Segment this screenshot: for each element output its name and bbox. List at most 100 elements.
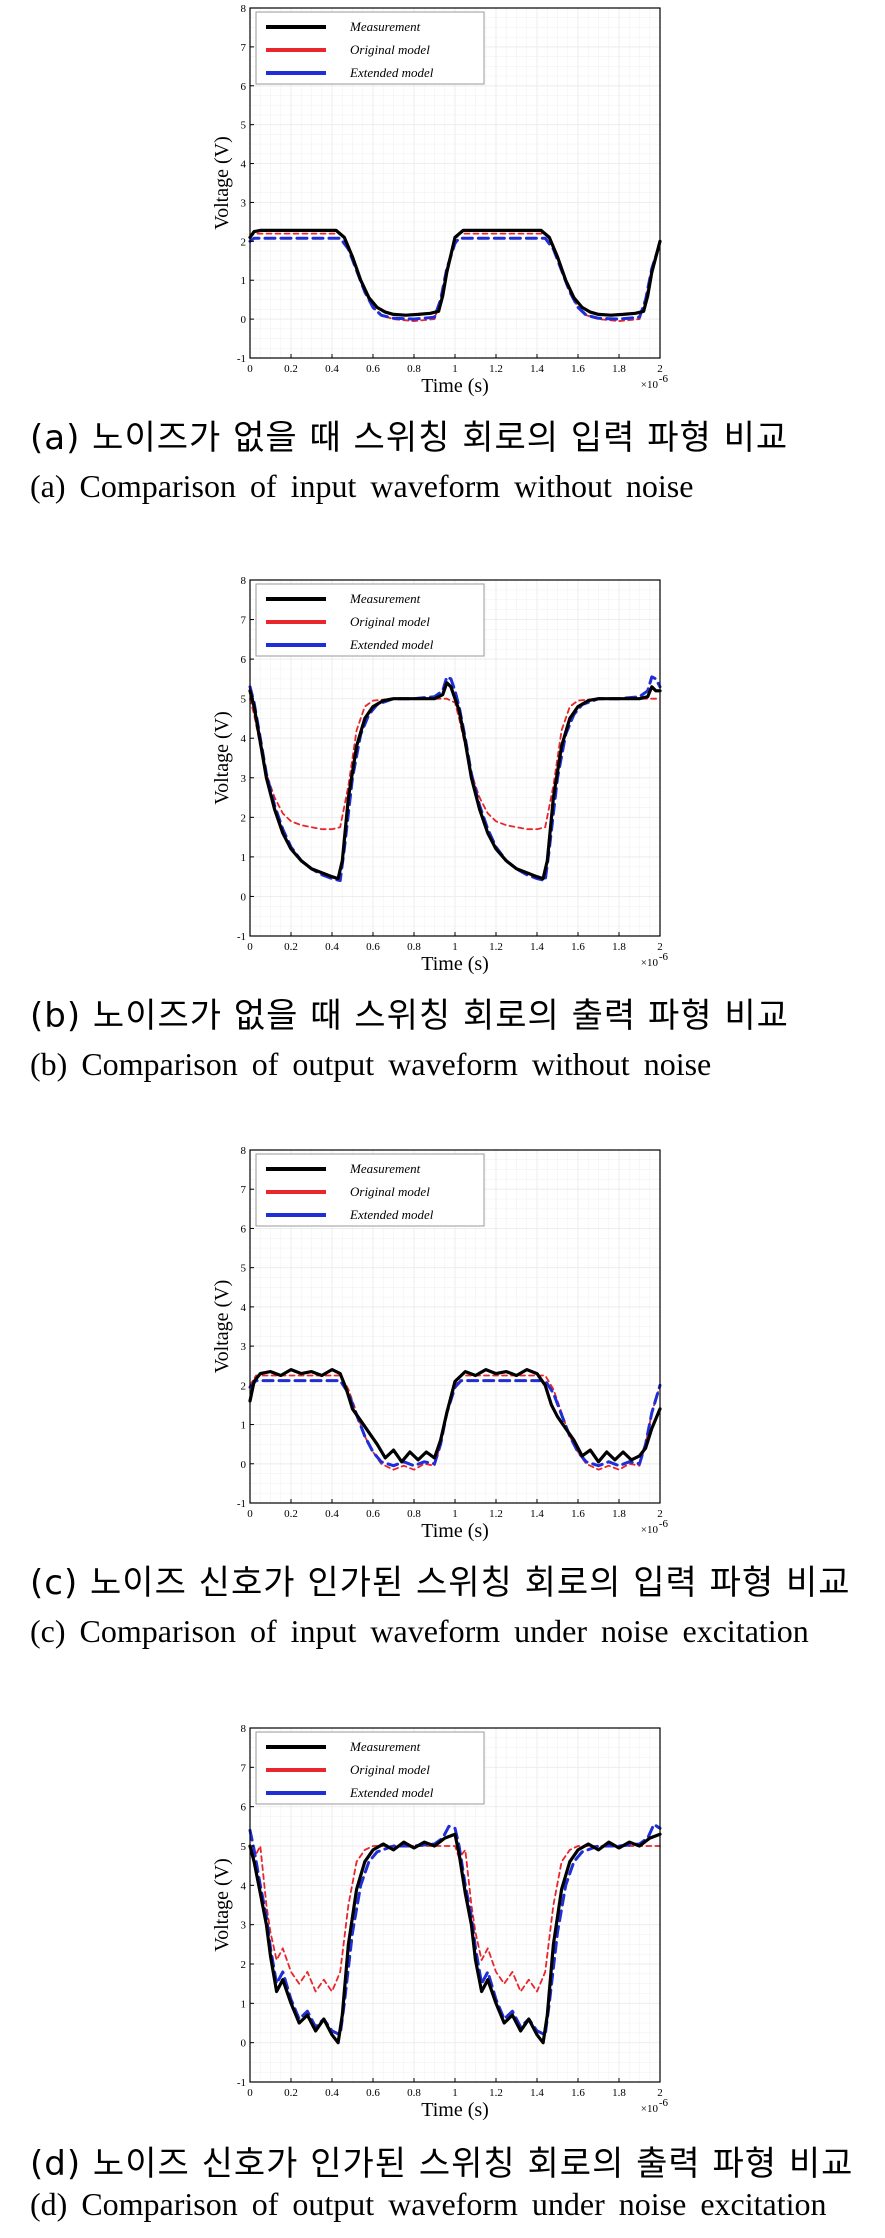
y-axis-label: Voltage (V) [211,1280,233,1374]
caption-korean-d: (d) 노이즈 신호가 인가된 스위칭 회로의 출력 파형 비교 [30,2144,854,2184]
y-tick-label: 0 [241,891,247,903]
y-tick-label: 7 [241,42,247,54]
chart-a: 0 0.2 0.4 0.6 0.8 1 1.2 1.4 1.6 1.8 2-1012345678×1… [211,3,669,397]
y-tick-label: 0 [241,2038,247,2050]
series-line-measurement [248,1368,662,1464]
x-axis-multiplier: ×10 [641,2103,659,2115]
y-tick-label: 6 [241,1223,247,1235]
figure-panel-a: 0 0.2 0.4 0.6 0.8 1 1.2 1.4 1.6 1.8 2 -1 0 1 2 3 4 5 6 7 8 ×1… [0,0,885,504]
x-tick-label: 1.2 [489,2087,503,2099]
caption-english-c: (c) Comparison of input waveform under n… [30,1613,809,1649]
legend-label: Measurement [349,19,421,34]
x-tick-label: 1 [452,363,458,375]
x-tick-label: 0.6 [366,363,380,375]
chart-d: 0 0.2 0.4 0.6 0.8 1 1.2 1.4 1.6 1.8 2-1012345678×1… [211,1723,668,2121]
caption-korean-a: (a) 노이즈가 없을 때 스위칭 회로의 입력 파형 비교 [30,418,789,458]
x-tick-label: 0 [247,363,253,375]
legend-label: Original model [350,614,430,629]
y-tick-label: 7 [241,1762,247,1774]
y-tick-label: 8 [241,3,247,15]
y-tick-label: 5 [241,1841,247,1853]
y-axis-label: Voltage (V) [211,136,233,230]
y-tick-label: 4 [241,1880,247,1892]
x-axis-multiplier-exponent: -6 [659,1518,669,1530]
x-tick-label: 1 [452,2087,458,2099]
x-axis-label: Time (s) [421,375,489,397]
series-line-original-model [249,1845,661,1993]
x-tick-label: 0 [247,2087,253,2099]
y-tick-label: 3 [241,1920,247,1932]
x-tick-label: 0.6 [366,1508,380,1520]
y-tick-label: -1 [237,931,246,943]
x-axis-multiplier: ×10 [641,1524,659,1536]
series-line-measurement [248,1832,662,2045]
legend-label: Measurement [349,1739,421,1754]
y-tick-label: 5 [241,1263,247,1275]
x-tick-label: 0.4 [325,941,339,953]
y-tick-label: 4 [241,1302,247,1314]
caption-english-b: (b) Comparison of output waveform withou… [30,1046,712,1082]
series-line-measurement [248,228,662,317]
y-tick-label: 3 [241,197,247,209]
y-tick-label: 3 [241,1341,247,1353]
x-tick-label: 1.2 [489,1508,503,1520]
figure-panel-d: 0 0.2 0.4 0.6 0.8 1 1.2 1.4 1.6 1.8 2 -1 0 1 2 3 4 5 6 7 8 ×1… [0,1700,885,2238]
y-tick-label: 7 [241,1184,247,1196]
x-tick-label: 1 [452,941,458,953]
x-tick-label: 1.2 [489,363,503,375]
x-tick-label: 1.4 [530,941,544,953]
x-tick-label: 0.4 [325,1508,339,1520]
chart-b: 0 0.2 0.4 0.6 0.8 1 1.2 1.4 1.6 1.8 2-1012345678×1… [211,575,669,975]
x-tick-label: 2 [657,2087,663,2099]
y-tick-label: -1 [237,353,246,365]
y-tick-label: 2 [241,812,247,824]
x-tick-label: 0 [247,1508,253,1520]
x-tick-label: 0 [247,941,253,953]
y-axis-label: Voltage (V) [211,711,233,805]
caption-korean-c: (c) 노이즈 신호가 인가된 스위칭 회로의 입력 파형 비교 [30,1563,851,1603]
y-tick-label: 2 [241,1959,247,1971]
legend-label: Original model [350,1184,430,1199]
y-tick-label: 4 [241,733,247,745]
series-line-measurement [248,681,662,881]
y-tick-label: -1 [237,2077,246,2089]
legend-label: Measurement [349,1161,421,1176]
x-tick-label: 0.8 [407,941,421,953]
y-tick-label: 8 [241,575,247,587]
x-tick-label: 1.4 [530,363,544,375]
x-tick-label: 0.6 [366,941,380,953]
x-tick-label: 2 [657,1508,663,1520]
chart-c: 0 0.2 0.4 0.6 0.8 1 1.2 1.4 1.6 1.8 2-1012345678×1… [211,1145,669,1542]
x-tick-label: 1.8 [612,1508,626,1520]
y-tick-label: 4 [241,159,247,171]
x-tick-label: 1 [452,1508,458,1520]
y-tick-label: 2 [241,236,247,248]
x-tick-label: 1.8 [612,2087,626,2099]
legend-label: Extended model [349,65,434,80]
y-tick-label: 0 [241,1459,247,1471]
x-axis-label: Time (s) [421,953,489,975]
caption-english-d: (d) Comparison of output waveform under … [30,2186,827,2222]
x-tick-label: 0.2 [284,941,298,953]
y-axis-label: Voltage (V) [211,1858,233,1952]
x-tick-label: 0.2 [284,1508,298,1520]
x-tick-label: 0.4 [325,363,339,375]
x-axis-multiplier-exponent: -6 [659,373,669,385]
y-tick-label: 0 [241,314,247,326]
y-tick-label: 5 [241,694,247,706]
x-axis-label: Time (s) [421,1520,489,1542]
x-tick-label: 1.2 [489,941,503,953]
x-axis-label: Time (s) [421,2099,489,2121]
legend-label: Extended model [349,1207,434,1222]
x-tick-label: 1.4 [530,1508,544,1520]
x-tick-label: 0.8 [407,2087,421,2099]
x-tick-label: 2 [657,363,663,375]
x-axis-multiplier-exponent: -6 [659,951,669,963]
legend-label: Extended model [349,637,434,652]
x-axis-multiplier: ×10 [641,957,659,969]
legend-label: Measurement [349,591,421,606]
figure-panel-c: 0 0.2 0.4 0.6 0.8 1 1.2 1.4 1.6 1.8 2 -1 0 1 2 3 4 5 6 7 8 ×1… [0,1133,885,1673]
y-tick-label: 6 [241,654,247,666]
legend-label: Original model [350,1762,430,1777]
y-tick-label: 7 [241,615,247,627]
